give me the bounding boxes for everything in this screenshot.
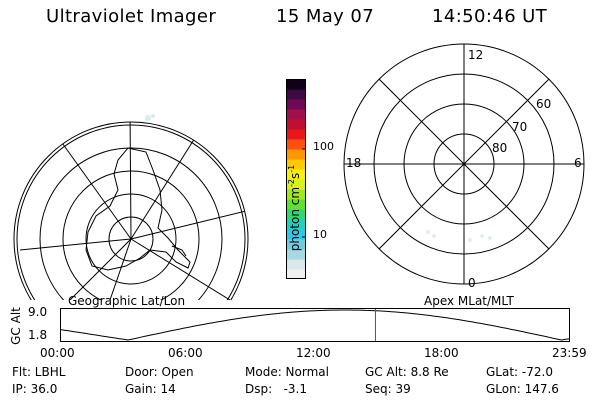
date-label: 15 May 07 (276, 6, 375, 27)
latitude-ring (39, 147, 223, 300)
altitude-curve (60, 309, 570, 341)
new-zealand-coastline (200, 88, 234, 104)
timeline-xtick: 18:00 (424, 346, 459, 360)
mlt-diagonal (378, 78, 550, 250)
meridian-line (19, 238, 132, 251)
aurora-speck (426, 230, 430, 234)
status-glat: GLat: -72.0 (486, 365, 553, 379)
colorbar (286, 79, 306, 279)
status-glon: GLon: 147.6 (486, 382, 559, 396)
aurora-speck (432, 234, 436, 238)
aurora-speck (488, 236, 492, 240)
mlt-label-18: 18 (346, 156, 362, 170)
colorbar-swatch (286, 229, 306, 240)
colorbar-swatch (286, 199, 306, 210)
colorbar-swatch (286, 89, 306, 100)
latitude-ring (62, 170, 200, 300)
timeline-ytick: 9.0 (28, 305, 48, 319)
mlat-label-80: 80 (492, 141, 508, 155)
timeline-ylabel: GC Alt (9, 307, 23, 345)
antarctica-coastline (85, 147, 191, 271)
meridian-line (59, 139, 132, 240)
polar-grid (343, 43, 585, 285)
australia-coastline (96, 78, 130, 106)
colorbar-unit-text-2: s (288, 172, 302, 179)
mlat-label-60: 60 (536, 97, 552, 111)
earth-limb (13, 121, 249, 300)
left-panel-caption: Geographic Lat/Lon (68, 294, 186, 308)
timeline-xtick: 23:59 (552, 346, 587, 360)
colorbar-swatch (286, 239, 306, 250)
status-door: Door: Open (125, 365, 194, 379)
colorbar-swatch (286, 259, 306, 270)
instrument-title: Ultraviolet Imager (46, 6, 217, 27)
status-gc-alt: GC Alt: 8.8 Re (365, 365, 449, 379)
right-panel-caption: Apex MLat/MLT (424, 294, 514, 308)
colorbar-unit-exp: -2 (287, 178, 296, 187)
mlt-label-6: 6 (574, 156, 582, 170)
colorbar-frame (286, 79, 306, 279)
meridian-line (130, 238, 231, 300)
colorbar-swatch (286, 219, 306, 230)
mlt-label-12: 12 (468, 48, 484, 62)
aurora-speck (480, 234, 484, 238)
meridian-line (130, 209, 248, 240)
mlat-label-70: 70 (512, 120, 528, 134)
colorbar-swatch (286, 209, 306, 220)
colorbar-unit-label: photon cm-2s-1 (287, 153, 303, 263)
meridian-line (69, 238, 132, 300)
colorbar-swatch (286, 119, 306, 130)
status-gain: Gain: 14 (125, 382, 176, 396)
status-mode: Mode: Normal (245, 365, 329, 379)
colorbar-swatch (286, 249, 306, 260)
timeline-xtick: 06:00 (168, 346, 203, 360)
aurora-speck (145, 115, 151, 121)
colorbar-swatch (286, 99, 306, 110)
colorbar-unit-text: photon cm (288, 186, 302, 252)
colorbar-tick-label: 10 (313, 228, 327, 241)
colorbar-swatch (286, 169, 306, 180)
meridian-line (130, 129, 201, 240)
colorbar-swatch (286, 129, 306, 140)
geographic-map (13, 78, 249, 300)
coastline-fragment (86, 104, 92, 108)
colorbar-swatch (286, 149, 306, 160)
colorbar-swatch (286, 79, 306, 90)
colorbar-swatch (286, 139, 306, 150)
title-row: Ultraviolet Imager 15 May 07 14:50:46 UT (0, 6, 600, 30)
colorbar-tick-label: 100 (313, 140, 334, 153)
altitude-timeline (60, 308, 570, 342)
aurora-speck (468, 238, 472, 242)
timeline-ytick: 1.8 (28, 328, 48, 342)
colorbar-swatch (286, 109, 306, 120)
latitude-ring (16, 124, 246, 300)
timeline-xtick: 12:00 (296, 346, 331, 360)
status-filter: Flt: LBHL (12, 365, 66, 379)
status-ip: IP: 36.0 (12, 382, 58, 396)
status-dsp: Dsp: -3.1 (245, 382, 308, 396)
time-label: 14:50:46 UT (432, 6, 548, 27)
timeline-xtick: 00:00 (40, 346, 75, 360)
timeline-frame (60, 308, 570, 342)
colorbar-unit-exp-2: -1 (287, 164, 296, 173)
meridian-line (129, 122, 132, 240)
status-seq: Seq: 39 (365, 382, 411, 396)
colorbar-swatch (286, 189, 306, 200)
colorbar-swatch (286, 269, 306, 279)
meridian-line (109, 238, 132, 300)
colorbar-swatch (286, 179, 306, 190)
colorbar-swatch (286, 159, 306, 170)
aurora-speck (151, 114, 155, 118)
coastline-fragment (171, 245, 187, 257)
mlt-label-0: 0 (468, 276, 476, 290)
